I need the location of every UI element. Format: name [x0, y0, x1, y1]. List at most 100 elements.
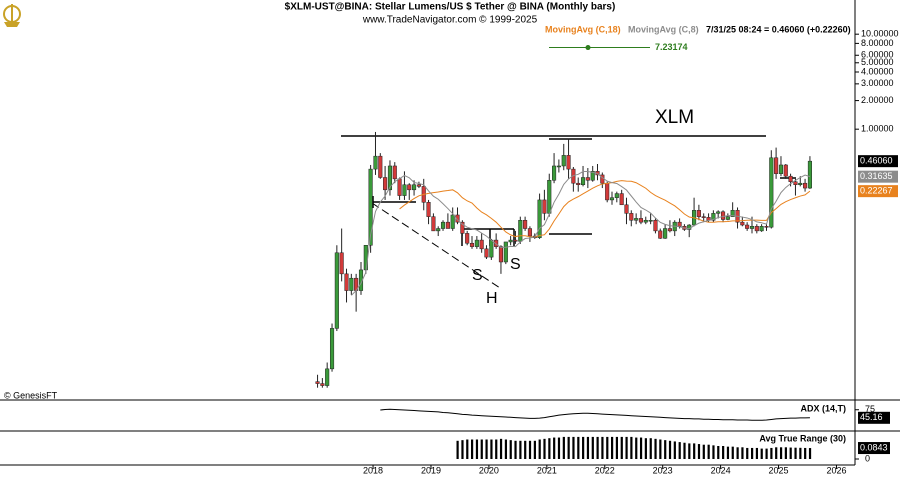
- candle-body: [489, 239, 494, 258]
- candle-body: [368, 168, 373, 246]
- last-value-label: 0.0843: [860, 442, 888, 452]
- candle-body: [373, 155, 378, 170]
- x-tick-label: 2019: [421, 465, 441, 475]
- candle-body: [412, 184, 417, 191]
- candle-body: [590, 171, 595, 181]
- marker-label: 7.23174: [655, 42, 688, 52]
- indicator-bar: [765, 448, 768, 459]
- indicator-bar: [562, 436, 565, 459]
- last-close-label: 0.46060: [860, 156, 893, 166]
- indicator-bar: [751, 447, 754, 459]
- y-tick-label: 0: [865, 453, 870, 463]
- indicator-bar: [480, 439, 483, 459]
- indicator-bar: [644, 438, 647, 459]
- candle-body: [764, 226, 769, 228]
- candle-body: [580, 177, 586, 186]
- indicator-bar: [514, 440, 517, 459]
- candle-body: [392, 165, 397, 180]
- indicator-bar: [664, 440, 667, 459]
- indicator-bar: [804, 447, 807, 459]
- indicator-bar: [519, 440, 522, 459]
- candle-body: [605, 182, 610, 201]
- indicator-bar: [470, 439, 474, 459]
- indicator-bar: [775, 447, 778, 459]
- y-tick-label: 10.00000: [861, 29, 899, 39]
- candle-body: [566, 155, 571, 170]
- candle-body: [440, 221, 446, 229]
- candle-body: [402, 184, 407, 196]
- indicator-bar: [577, 436, 580, 459]
- candle-body: [740, 221, 745, 226]
- indicator-bar: [461, 440, 464, 459]
- indicator-bar: [697, 444, 701, 459]
- credit: © GenesisFT: [4, 390, 58, 400]
- indicator-bar: [630, 436, 633, 459]
- candle-body: [527, 228, 532, 237]
- indicator-bar: [688, 443, 691, 459]
- candle-body: [793, 181, 798, 186]
- indicator-bar: [712, 445, 715, 459]
- indicator-bar: [659, 439, 662, 459]
- candle-body: [503, 241, 508, 263]
- panel-title: Avg True Range (30): [759, 433, 846, 443]
- candle-body: [320, 383, 325, 386]
- candle-body: [407, 184, 412, 191]
- candle-body: [315, 381, 320, 384]
- candle-body: [769, 157, 774, 228]
- candle-body: [667, 228, 672, 232]
- indicator-bar: [610, 436, 614, 459]
- indicator-bar: [538, 439, 541, 459]
- indicator-bar: [495, 439, 498, 459]
- candle-body: [518, 219, 523, 242]
- candle-body: [643, 219, 648, 223]
- indicator-bar: [582, 436, 585, 459]
- indicator-bar: [760, 448, 763, 459]
- indicator-bar: [755, 447, 759, 459]
- candle-body: [556, 165, 561, 168]
- indicator-bar: [779, 447, 783, 459]
- last-value-label: 45.16: [860, 412, 883, 422]
- last-ma-label: 0.31635: [860, 171, 893, 181]
- candle-body: [542, 199, 547, 214]
- y-tick-label: 3.00000: [861, 78, 894, 88]
- candle-body: [383, 177, 388, 191]
- indicator-bar: [528, 440, 532, 459]
- candle-body: [653, 219, 658, 232]
- indicator-bar: [784, 447, 787, 459]
- y-tick-label: 75: [865, 404, 875, 414]
- indicator-bar: [770, 447, 773, 459]
- candle-body: [455, 214, 460, 223]
- legend-entry: MovingAvg (C,8): [628, 24, 699, 34]
- candle-body: [711, 213, 716, 221]
- indicator-bar: [808, 448, 812, 459]
- x-tick-label: 2021: [537, 465, 557, 475]
- indicator-bar: [654, 438, 657, 459]
- candle-body: [701, 216, 706, 218]
- indicator-bar: [620, 436, 623, 459]
- candle-body: [783, 164, 788, 177]
- indicator-bar: [591, 436, 594, 459]
- indicator-bar: [524, 440, 527, 459]
- indicator-bar: [717, 446, 720, 459]
- indicator-bar: [548, 438, 551, 459]
- candle-body: [658, 230, 663, 239]
- indicator-bar: [553, 437, 556, 459]
- indicator-bar: [625, 436, 628, 459]
- candle-body: [745, 224, 750, 229]
- x-tick-label: 2020: [479, 465, 499, 475]
- candle-body: [397, 178, 402, 196]
- indicator-bar: [668, 440, 672, 459]
- y-tick-label: 8.00000: [861, 38, 894, 48]
- indicator-bar: [509, 440, 512, 459]
- x-tick-label: 2025: [769, 465, 789, 475]
- annotation: S: [472, 267, 483, 284]
- x-tick-label: 2018: [363, 465, 383, 475]
- quote: 7/31/25 08:24 = 0.46060 (+0.22260): [706, 24, 851, 34]
- candle-body: [759, 226, 764, 232]
- indicator-bar: [475, 439, 479, 459]
- x-tick-label: 2023: [653, 465, 673, 475]
- candle-body: [387, 165, 393, 191]
- candle-body: [431, 216, 436, 232]
